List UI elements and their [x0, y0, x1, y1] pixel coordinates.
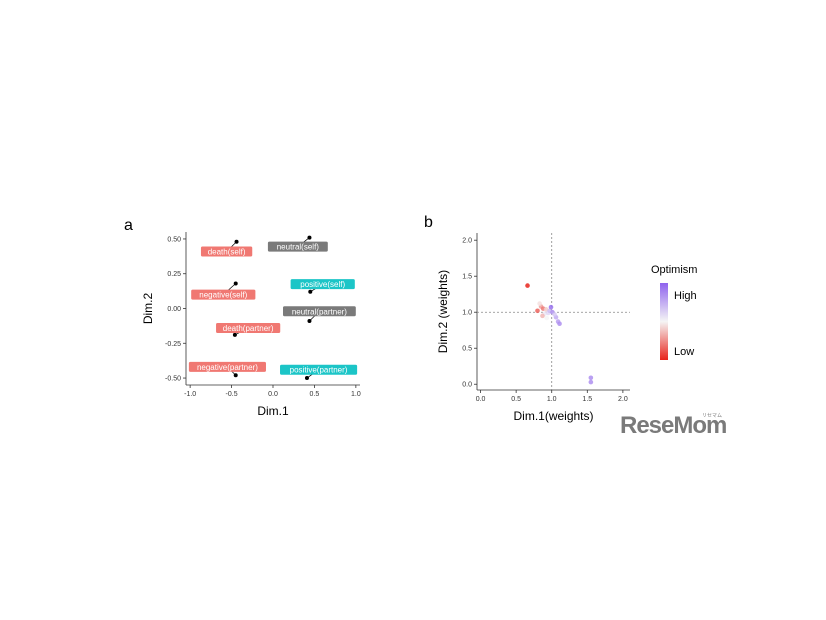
point-label: death(partner) — [223, 324, 274, 333]
data-point — [233, 373, 238, 378]
x-axis-title: Dim.1 — [257, 404, 289, 418]
point-label-box — [290, 279, 355, 290]
point-label-box — [191, 289, 256, 300]
data-point — [557, 321, 562, 327]
y-tick-label: -0.50 — [165, 376, 181, 383]
x-tick-label: 0.0 — [476, 396, 486, 403]
point-label: death(self) — [208, 247, 246, 256]
x-axis-title: Dim.1(weights) — [513, 409, 593, 423]
x-tick-label: 2.0 — [618, 396, 628, 403]
optimism-legend: Optimism High Low — [651, 264, 697, 360]
y-tick-label: 0.0 — [462, 382, 472, 389]
data-point — [544, 315, 550, 321]
data-point — [525, 283, 530, 288]
y-axis-title: Dim.2 (weights) — [436, 270, 450, 353]
point-label: negative(self) — [199, 291, 247, 300]
point-label-box — [200, 246, 253, 257]
data-point — [232, 332, 237, 337]
point-label: neutral(self) — [277, 243, 320, 252]
y-tick-label: 1.5 — [462, 274, 472, 281]
data-point — [234, 239, 239, 244]
y-tick-label: 0.5 — [462, 346, 472, 353]
legend-colorbar — [660, 283, 668, 360]
data-point — [588, 375, 594, 381]
point-label: neutral(partner) — [292, 307, 347, 316]
y-tick-label: 0.50 — [167, 236, 181, 243]
point-label-box — [267, 241, 328, 252]
panel-letter-b: b — [424, 214, 433, 231]
x-tick-label: 1.0 — [547, 396, 557, 403]
resemom-logo: ReseMom — [620, 412, 727, 439]
legend-low-label: Low — [674, 346, 694, 358]
data-point — [233, 281, 238, 286]
x-tick-label: -1.0 — [184, 391, 196, 398]
data-point — [540, 313, 545, 319]
data-point — [535, 308, 540, 314]
data-point — [588, 379, 594, 385]
legend-title: Optimism — [651, 264, 697, 276]
panel-letter-a: a — [124, 217, 133, 234]
y-tick-label: 2.0 — [462, 238, 472, 245]
point-label-box — [283, 306, 356, 317]
point-label: negative(partner) — [197, 363, 258, 372]
data-point — [548, 304, 554, 310]
legend-high-label: High — [674, 290, 697, 302]
panel-b: 0.0 0.5 1.0 1.5 2.0 2.0 1.5 1.0 0.5 0.0 Dim.1(weig… — [436, 233, 630, 423]
y-tick-label: 0.25 — [167, 271, 181, 278]
y-tick-label: 0.00 — [167, 306, 181, 313]
x-tick-label: 0.5 — [310, 391, 320, 398]
x-tick-label: -0.5 — [226, 391, 238, 398]
x-tick-label: 1.0 — [351, 391, 361, 398]
data-point — [307, 319, 312, 324]
point-label-box — [188, 361, 266, 372]
resemom-logo-kana: リセマム — [702, 413, 723, 419]
data-point — [552, 312, 557, 317]
point-label: positive(self) — [300, 280, 345, 289]
x-tick-label: 0.5 — [511, 396, 521, 403]
x-tick-label: 0.0 — [268, 391, 278, 398]
point-label-box — [216, 322, 281, 333]
data-point — [308, 289, 313, 294]
y-tick-label: -0.25 — [165, 341, 181, 348]
data-point — [543, 307, 549, 312]
y-tick-label: 1.0 — [462, 310, 472, 317]
data-point — [537, 301, 542, 306]
panel-a: -1.0 -0.5 0.0 0.5 1.0 0.50 0.25 0.00 -0.25 -0.50 D… — [141, 232, 361, 418]
data-point — [307, 235, 312, 240]
y-axis-title: Dim.2 — [141, 293, 155, 325]
point-label: positive(partner) — [290, 366, 348, 375]
point-label-box — [280, 364, 358, 375]
x-tick-label: 1.5 — [582, 396, 592, 403]
data-point — [304, 376, 309, 381]
